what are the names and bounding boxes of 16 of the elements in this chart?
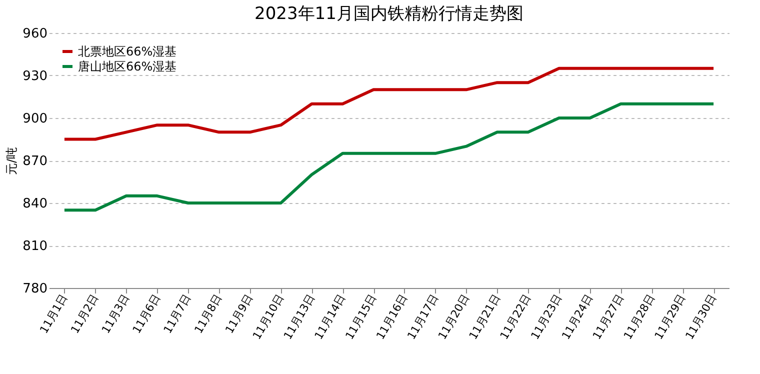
y-tick-label: 930 xyxy=(22,69,48,84)
chart-title: 2023年11月国内铁精粉行情走势图 xyxy=(254,4,524,24)
y-tick-label: 960 xyxy=(22,26,48,42)
x-tick-label: 11月7日 xyxy=(161,292,194,336)
line-series xyxy=(62,102,716,212)
x-tick-label: 11月8日 xyxy=(192,292,225,336)
x-tick-label: 11月2日 xyxy=(68,292,102,336)
y-tick-label: 810 xyxy=(22,239,48,254)
y-axis-title: 元/吨 xyxy=(4,146,19,176)
x-tick-label: 11月3日 xyxy=(99,292,132,336)
y-tick-label: 900 xyxy=(22,112,48,126)
y-tick-label: 840 xyxy=(22,196,48,212)
x-tick-label: 11月6日 xyxy=(130,292,163,336)
legend-label: 唐山地区66%湿基 xyxy=(78,60,177,74)
y-tick-label: 870 xyxy=(22,154,48,169)
legend-label: 北票地区66%湿基 xyxy=(78,44,177,58)
